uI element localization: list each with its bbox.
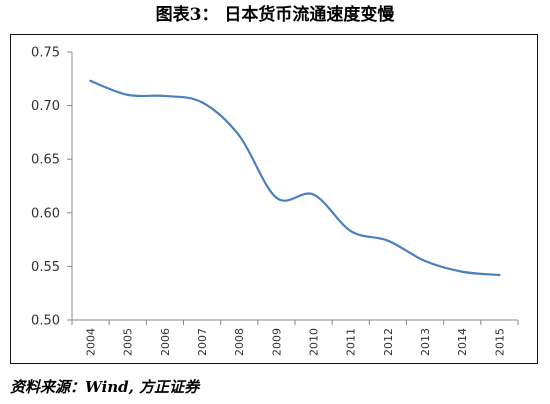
data-point: [461, 270, 464, 273]
source-note: 资料来源：Wind, 方正证券: [10, 378, 200, 396]
data-point: [386, 239, 390, 242]
y-tick-label: 0.55: [31, 260, 60, 275]
data-point: [163, 94, 167, 98]
data-point: [200, 101, 204, 104]
y-tick-label: 0.70: [31, 99, 60, 114]
y-tick-label: 0.60: [31, 206, 60, 221]
x-tick-label: 2006: [159, 328, 172, 356]
data-point: [89, 79, 92, 83]
x-tick-label: 2005: [122, 328, 135, 356]
x-tick-label: 2012: [382, 328, 395, 356]
y-tick-label: 0.50: [31, 314, 60, 329]
x-tick-label: 2010: [307, 328, 320, 356]
series-group: [89, 79, 501, 277]
x-tick-label: 2004: [84, 328, 97, 356]
series-line: [89, 79, 501, 277]
data-point: [126, 93, 129, 96]
x-axis-ticks: 2004 2005 2006 2007 2008 2009 2010 2011 2012 2013…: [71, 320, 519, 356]
data-point: [312, 193, 315, 196]
chart-title: 图表3： 日本货币流通速度变慢: [155, 5, 395, 25]
x-tick-label: 2011: [345, 328, 358, 356]
y-axis-ticks: 0.50 0.55 0.60 0.65 0.70 0.75: [31, 46, 72, 329]
x-tick-label: 2009: [270, 328, 283, 356]
data-point: [498, 273, 501, 277]
chart-frame: [10, 34, 538, 364]
x-tick-label: 2007: [196, 328, 209, 356]
x-tick-label: 2008: [233, 328, 246, 356]
x-tick-label: 2013: [419, 328, 432, 356]
data-point: [423, 259, 427, 263]
y-tick-label: 0.75: [31, 46, 60, 61]
y-tick-label: 0.65: [31, 153, 60, 168]
data-point: [349, 229, 352, 233]
axes: [71, 52, 518, 321]
x-tick-label: 2015: [493, 328, 506, 356]
data-point: [275, 196, 278, 199]
data-point: [238, 134, 241, 137]
x-tick-label: 2014: [456, 328, 469, 356]
